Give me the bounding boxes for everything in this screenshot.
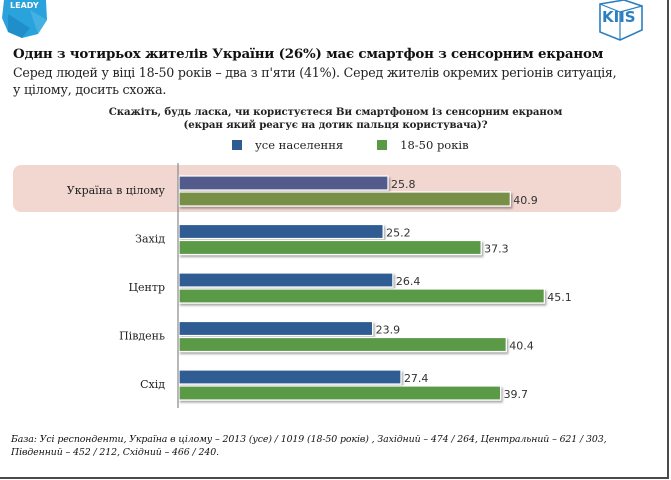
leady-logo-text: LEADY <box>10 1 39 10</box>
bar-18-50 <box>178 288 545 304</box>
legend-item-18-50: 18-50 років <box>377 138 469 152</box>
chart-title-line-2: (екран який реагує на дотик пальця корис… <box>183 119 488 131</box>
chart-legend: усе населення 18-50 років <box>232 137 503 153</box>
bar-all-population <box>178 320 374 337</box>
chart-title-line-1: Скажіть, будь ласка, чи користуєтеся Ви … <box>108 106 563 118</box>
data-label: 39.7 <box>504 388 529 401</box>
category-label: Україна в цілому <box>67 184 166 197</box>
bar-all-population <box>178 223 384 240</box>
kiis-logo-text: KIIS <box>602 8 636 26</box>
legend-swatch-all-population <box>232 140 242 150</box>
bar-all-population <box>178 272 394 288</box>
data-label: 25.8 <box>391 178 416 191</box>
data-label: 45.1 <box>547 291 572 304</box>
data-label: 37.3 <box>484 243 509 256</box>
page-subtitle: Серед людей у віці 18-50 років – два з п… <box>13 65 617 97</box>
legend-item-all-population: усе населення <box>232 138 343 152</box>
category-label: Захід <box>135 233 165 246</box>
bar-all-population <box>178 175 389 191</box>
kiis-logo: KIIS <box>599 0 643 41</box>
category-label: Схід <box>140 378 165 391</box>
category-label: Південь <box>119 330 165 343</box>
frame-border-bottom <box>0 477 669 479</box>
bar-chart: Україна в цілому 25.8 40.9 Захід 25.2 37.3 Цен… <box>67 163 572 408</box>
chart-title: Скажіть, будь ласка, чи користуєтеся Ви … <box>0 106 671 132</box>
data-label: 40.4 <box>509 340 534 353</box>
legend-label-18-50: 18-50 років <box>400 138 469 152</box>
category-label: Центр <box>128 281 165 294</box>
legend-swatch-18-50 <box>377 140 388 150</box>
data-label: 25.2 <box>386 227 411 240</box>
page-title: Один з чотирьох жителів України (26%) ма… <box>13 46 604 62</box>
leady-logo: LEADY <box>2 0 47 38</box>
bar-18-50 <box>178 239 482 256</box>
bar-18-50 <box>178 191 511 207</box>
frame-border-right <box>667 0 669 478</box>
data-label: 26.4 <box>396 275 421 288</box>
footnote-base: База: Усі респонденти, Україна в цілому … <box>11 434 607 458</box>
bar-all-population <box>178 369 402 385</box>
bar-18-50 <box>178 385 502 401</box>
bar-18-50 <box>178 336 507 353</box>
data-label: 27.4 <box>404 372 429 385</box>
legend-label-all-population: усе населення <box>255 138 344 152</box>
data-label: 40.9 <box>513 194 538 207</box>
data-label: 23.9 <box>376 324 401 337</box>
